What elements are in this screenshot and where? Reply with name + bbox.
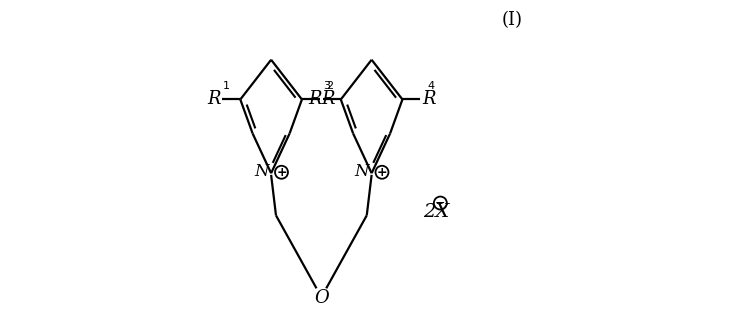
Text: 3: 3 — [323, 81, 330, 91]
Text: O: O — [314, 289, 329, 307]
Text: +: + — [377, 166, 387, 179]
Text: N: N — [254, 163, 269, 180]
Text: +: + — [276, 166, 287, 179]
Text: 1: 1 — [223, 81, 229, 91]
Text: (I): (I) — [502, 11, 522, 29]
Text: R: R — [422, 91, 435, 109]
Text: −: − — [435, 197, 445, 210]
Text: 2X: 2X — [423, 203, 450, 221]
Text: R: R — [308, 91, 321, 109]
Text: R: R — [207, 91, 221, 109]
Text: 2: 2 — [326, 81, 334, 91]
Text: N: N — [354, 163, 369, 180]
Text: 4: 4 — [427, 81, 434, 91]
Text: R: R — [321, 91, 335, 109]
